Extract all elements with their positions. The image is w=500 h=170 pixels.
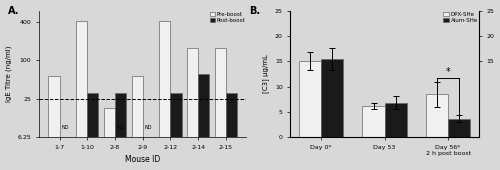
Text: *: * bbox=[446, 67, 450, 77]
Bar bbox=[426, 94, 448, 137]
Y-axis label: [C3] μg/mL: [C3] μg/mL bbox=[262, 55, 270, 94]
Bar bbox=[448, 118, 470, 137]
Bar bbox=[321, 59, 344, 137]
Bar bbox=[198, 74, 209, 137]
Text: ND: ND bbox=[117, 125, 124, 130]
Text: A.: A. bbox=[8, 6, 20, 16]
Bar bbox=[76, 21, 88, 137]
Bar bbox=[104, 108, 115, 137]
Text: ND: ND bbox=[144, 125, 152, 130]
Bar bbox=[88, 93, 99, 137]
Bar bbox=[226, 93, 237, 137]
Bar bbox=[215, 48, 226, 137]
Bar bbox=[132, 76, 142, 137]
Text: ND: ND bbox=[62, 125, 69, 130]
Bar bbox=[115, 93, 126, 137]
Bar bbox=[384, 103, 407, 137]
Text: B.: B. bbox=[249, 6, 260, 16]
Bar bbox=[48, 76, 60, 137]
Bar bbox=[187, 48, 198, 137]
Legend: Pre-boost, Post-boost: Pre-boost, Post-boost bbox=[210, 12, 246, 23]
Bar bbox=[160, 21, 170, 137]
Bar bbox=[170, 93, 181, 137]
Y-axis label: IgE Titre (ng/ml): IgE Titre (ng/ml) bbox=[6, 46, 12, 102]
X-axis label: Mouse ID: Mouse ID bbox=[125, 155, 160, 164]
Bar bbox=[299, 61, 321, 137]
Bar bbox=[362, 106, 384, 137]
Legend: DPX-SHe, Alum-SHe: DPX-SHe, Alum-SHe bbox=[444, 12, 478, 23]
